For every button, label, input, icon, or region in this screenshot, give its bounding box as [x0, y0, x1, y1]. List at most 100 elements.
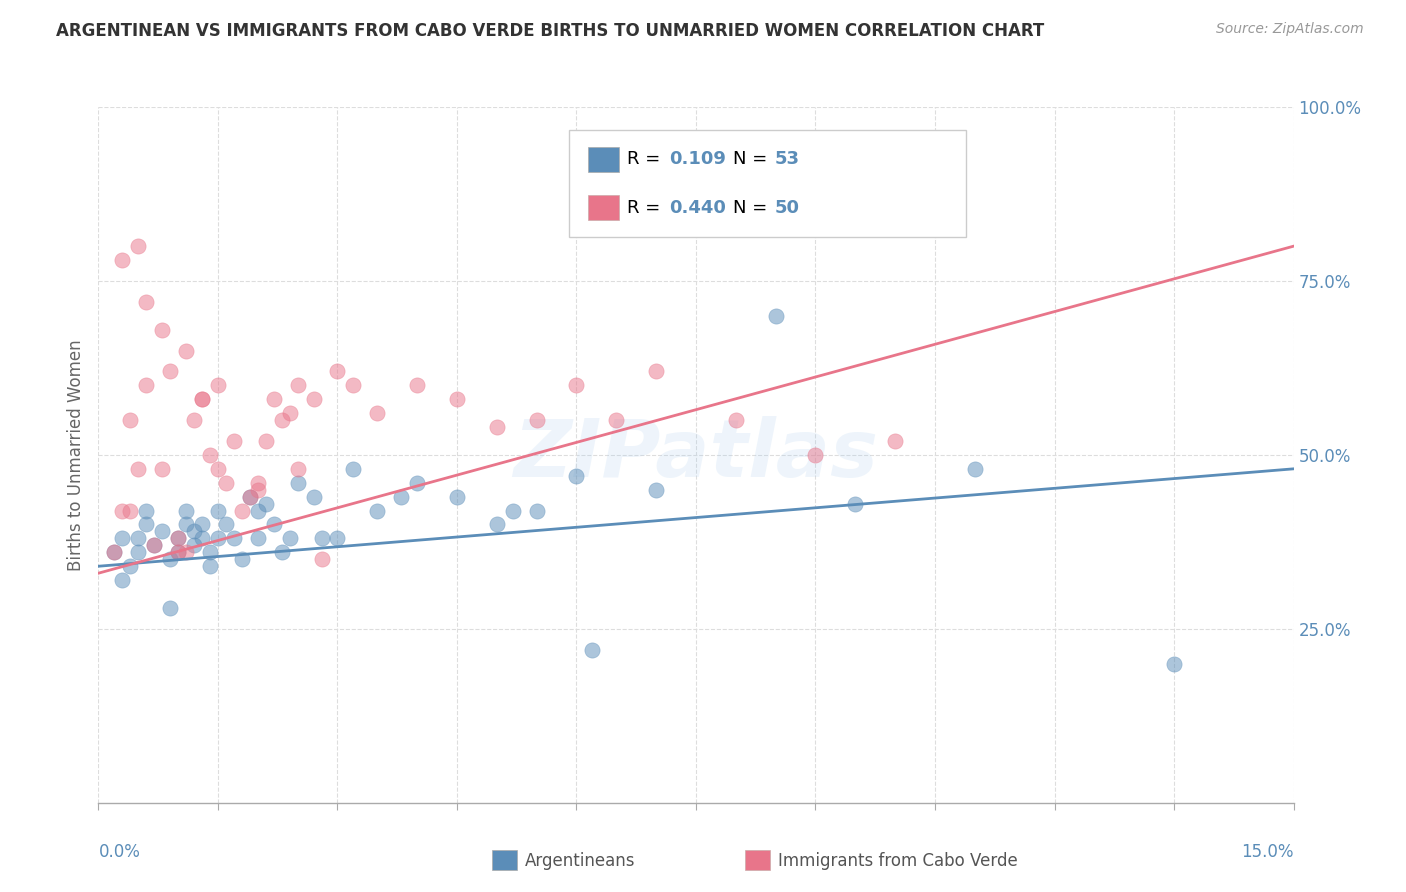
Point	[222, 434, 245, 448]
Point	[302, 490, 325, 504]
Point	[326, 532, 349, 546]
Point	[174, 545, 197, 559]
Point	[135, 378, 157, 392]
Point	[183, 413, 205, 427]
Y-axis label: Births to Unmarried Women: Births to Unmarried Women	[66, 339, 84, 571]
Point	[174, 517, 197, 532]
Point	[207, 532, 229, 546]
Point	[645, 364, 668, 378]
Point	[287, 475, 309, 490]
Point	[254, 497, 277, 511]
Point	[485, 517, 508, 532]
Point	[246, 483, 269, 497]
Point	[311, 532, 333, 546]
Point	[215, 517, 238, 532]
Point	[565, 468, 588, 483]
Point	[239, 490, 262, 504]
Text: Argentineans: Argentineans	[524, 852, 636, 870]
Point	[287, 462, 309, 476]
Point	[485, 420, 508, 434]
Point	[302, 392, 325, 407]
Point	[167, 532, 190, 546]
Point	[342, 462, 364, 476]
Text: 0.440: 0.440	[669, 199, 725, 217]
Text: ARGENTINEAN VS IMMIGRANTS FROM CABO VERDE BIRTHS TO UNMARRIED WOMEN CORRELATION : ARGENTINEAN VS IMMIGRANTS FROM CABO VERD…	[56, 22, 1045, 40]
Point	[159, 364, 181, 378]
Point	[963, 462, 986, 476]
Text: ZIPatlas: ZIPatlas	[513, 416, 879, 494]
Point	[446, 490, 468, 504]
Point	[183, 524, 205, 539]
Text: N =: N =	[733, 150, 772, 169]
Point	[311, 552, 333, 566]
Point	[135, 517, 157, 532]
Point	[1163, 657, 1185, 671]
Point	[389, 490, 412, 504]
Point	[884, 434, 907, 448]
Point	[446, 392, 468, 407]
Text: 53: 53	[775, 150, 800, 169]
Point	[231, 552, 253, 566]
Point	[207, 503, 229, 517]
Text: Source: ZipAtlas.com: Source: ZipAtlas.com	[1216, 22, 1364, 37]
Point	[207, 462, 229, 476]
Point	[127, 239, 149, 253]
Point	[135, 294, 157, 309]
Point	[342, 378, 364, 392]
Point	[120, 503, 142, 517]
Point	[406, 378, 429, 392]
Point	[765, 309, 787, 323]
Point	[167, 545, 190, 559]
Point	[565, 378, 588, 392]
Point	[366, 503, 388, 517]
Point	[581, 642, 603, 657]
Point	[406, 475, 429, 490]
Point	[254, 434, 277, 448]
Point	[127, 545, 149, 559]
Point	[111, 573, 134, 587]
Point	[605, 413, 627, 427]
Text: 15.0%: 15.0%	[1241, 843, 1294, 861]
Point	[198, 448, 221, 462]
Text: N =: N =	[733, 199, 772, 217]
Point	[287, 378, 309, 392]
Point	[645, 483, 668, 497]
Point	[278, 406, 301, 420]
Point	[222, 532, 245, 546]
Point	[263, 392, 285, 407]
Point	[239, 490, 262, 504]
Point	[270, 545, 292, 559]
Point	[111, 532, 134, 546]
Point	[198, 545, 221, 559]
Text: 0.109: 0.109	[669, 150, 725, 169]
Point	[270, 413, 292, 427]
Point	[724, 413, 747, 427]
Point	[150, 524, 173, 539]
Point	[127, 462, 149, 476]
Text: 0.0%: 0.0%	[98, 843, 141, 861]
Point	[198, 559, 221, 574]
Point	[159, 601, 181, 615]
Point	[844, 497, 866, 511]
Point	[246, 503, 269, 517]
Point	[215, 475, 238, 490]
Point	[191, 392, 214, 407]
Point	[127, 532, 149, 546]
Point	[103, 545, 125, 559]
Point	[231, 503, 253, 517]
Point	[120, 559, 142, 574]
Point	[526, 503, 548, 517]
Point	[502, 503, 524, 517]
Point	[167, 532, 190, 546]
Point	[150, 462, 173, 476]
Point	[174, 503, 197, 517]
Point	[263, 517, 285, 532]
Point	[278, 532, 301, 546]
Point	[526, 413, 548, 427]
Point	[111, 503, 134, 517]
Point	[143, 538, 166, 552]
Text: R =: R =	[627, 150, 666, 169]
Point	[326, 364, 349, 378]
Point	[135, 503, 157, 517]
Point	[207, 378, 229, 392]
